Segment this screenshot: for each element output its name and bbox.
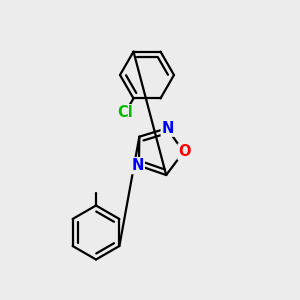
Text: N: N (131, 158, 144, 173)
Text: O: O (178, 144, 191, 159)
Text: Cl: Cl (117, 105, 133, 120)
Text: N: N (162, 121, 174, 136)
